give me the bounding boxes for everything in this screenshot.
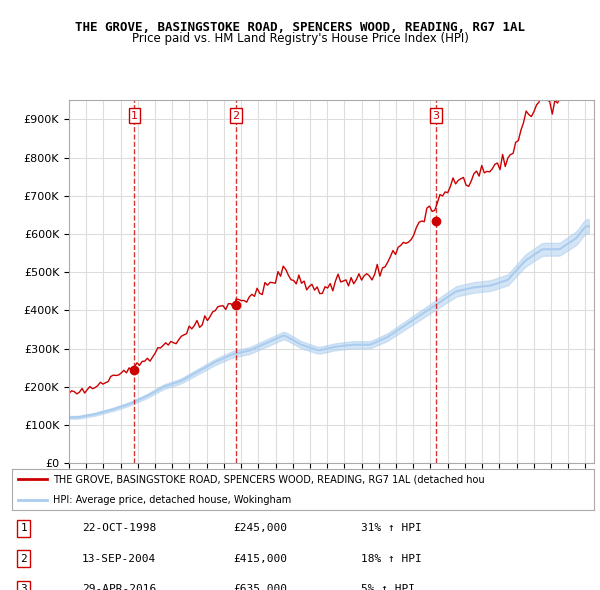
- Text: THE GROVE, BASINGSTOKE ROAD, SPENCERS WOOD, READING, RG7 1AL: THE GROVE, BASINGSTOKE ROAD, SPENCERS WO…: [75, 21, 525, 34]
- Text: HPI: Average price, detached house, Wokingham: HPI: Average price, detached house, Woki…: [53, 495, 291, 505]
- Text: £635,000: £635,000: [233, 584, 287, 590]
- Text: 13-SEP-2004: 13-SEP-2004: [82, 554, 156, 563]
- Text: 18% ↑ HPI: 18% ↑ HPI: [361, 554, 422, 563]
- Text: £415,000: £415,000: [233, 554, 287, 563]
- Text: 22-OCT-1998: 22-OCT-1998: [82, 523, 156, 533]
- Text: 2: 2: [20, 554, 27, 563]
- Text: 1: 1: [131, 110, 138, 120]
- Text: THE GROVE, BASINGSTOKE ROAD, SPENCERS WOOD, READING, RG7 1AL (detached hou: THE GROVE, BASINGSTOKE ROAD, SPENCERS WO…: [53, 474, 484, 484]
- Text: 5% ↑ HPI: 5% ↑ HPI: [361, 584, 415, 590]
- Text: 3: 3: [433, 110, 440, 120]
- Text: 1: 1: [20, 523, 27, 533]
- Text: Price paid vs. HM Land Registry's House Price Index (HPI): Price paid vs. HM Land Registry's House …: [131, 32, 469, 45]
- Text: 2: 2: [232, 110, 239, 120]
- Text: 29-APR-2016: 29-APR-2016: [82, 584, 156, 590]
- Text: £245,000: £245,000: [233, 523, 287, 533]
- Text: 3: 3: [20, 584, 27, 590]
- Text: 31% ↑ HPI: 31% ↑ HPI: [361, 523, 422, 533]
